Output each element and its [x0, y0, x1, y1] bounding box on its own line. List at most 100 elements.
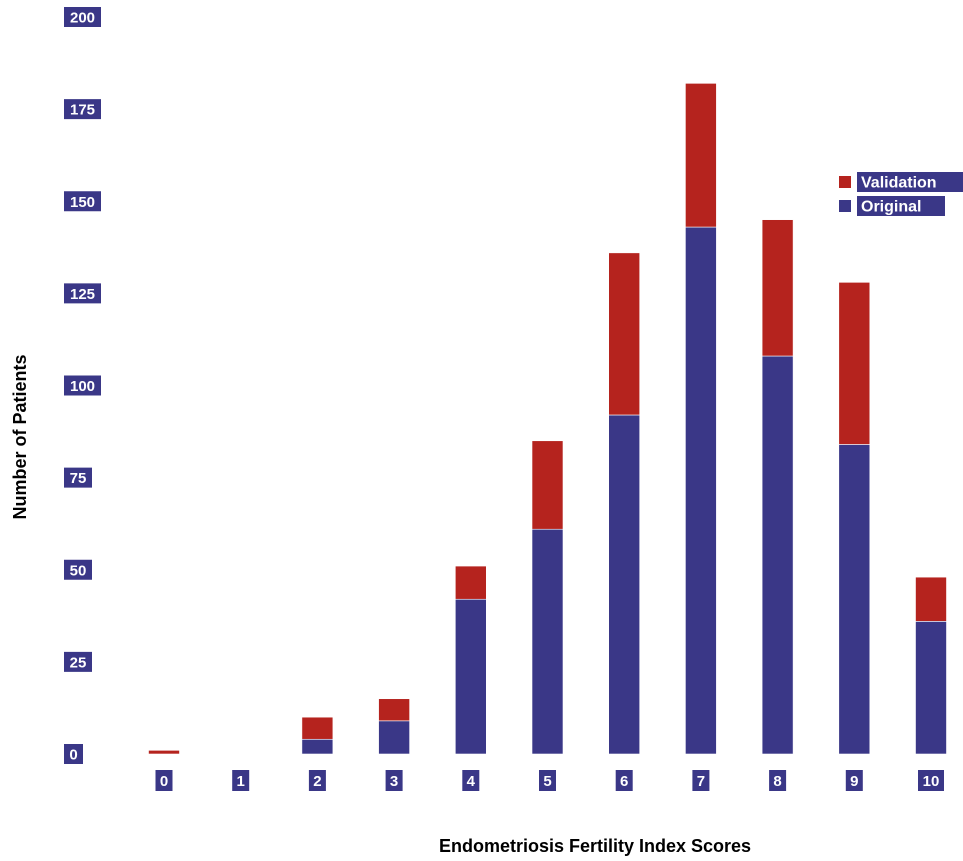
- x-tick-bg: [692, 770, 710, 791]
- x-tick-1: 1: [232, 770, 250, 791]
- x-tick-8: 8: [769, 770, 787, 791]
- y-tick-label: 50: [70, 562, 87, 579]
- bar-group-6: [608, 252, 641, 755]
- y-tick-100: 100: [64, 375, 101, 396]
- bar-validation-8: [761, 219, 794, 357]
- bar-original-5: [531, 528, 564, 755]
- y-tick-bg: [64, 467, 92, 488]
- x-tick-label: 10: [923, 773, 940, 790]
- x-tick-label: 3: [390, 773, 398, 790]
- x-tick-bg: [918, 770, 944, 791]
- bar-original-10: [915, 621, 947, 755]
- legend-item-original: Original: [839, 196, 945, 216]
- x-tick-label: 0: [160, 773, 168, 790]
- x-tick-10: 10: [918, 770, 944, 791]
- x-tick-label: 4: [467, 773, 476, 790]
- y-tick-label: 200: [70, 10, 95, 27]
- bar-group-2: [301, 716, 334, 755]
- legend-label: Validation: [861, 175, 937, 192]
- x-tick-label: 9: [850, 773, 858, 790]
- x-tick-7: 7: [692, 770, 710, 791]
- x-tick-0: 0: [155, 770, 173, 791]
- x-axis-ticks: 0 1 2 3 4 5 6 7 8 9 10: [155, 770, 944, 791]
- x-tick-4: 4: [462, 770, 480, 791]
- bar-validation-6: [608, 252, 641, 416]
- x-tick-label: 7: [697, 773, 705, 790]
- x-tick-label: 2: [313, 773, 321, 790]
- bar-validation-2: [301, 716, 334, 740]
- y-tick-label: 125: [70, 286, 95, 303]
- x-tick-3: 3: [385, 770, 403, 791]
- x-tick-2: 2: [308, 770, 326, 791]
- bar-original-4: [454, 598, 487, 755]
- y-tick-125: 125: [64, 283, 101, 304]
- x-tick-label: 6: [620, 773, 628, 790]
- bar-original-6: [608, 414, 641, 755]
- x-axis-title: Endometriosis Fertility Index Scores: [439, 836, 751, 856]
- y-tick-label: 25: [70, 654, 87, 671]
- bar-group-10: [915, 576, 947, 755]
- bar-validation-10: [915, 576, 947, 622]
- x-tick-bg: [385, 770, 403, 791]
- legend-label-bg: [857, 196, 945, 216]
- bars: [148, 83, 947, 755]
- y-tick-150: 150: [64, 191, 101, 212]
- bar-group-7: [685, 83, 717, 755]
- bar-group-5: [531, 440, 564, 755]
- y-tick-bg: [64, 651, 92, 672]
- y-tick-50: 50: [64, 559, 92, 580]
- bar-validation-9: [838, 282, 871, 445]
- bar-original-8: [761, 355, 794, 755]
- x-tick-bg: [155, 770, 173, 791]
- x-tick-label: 8: [773, 773, 781, 790]
- y-tick-label: 150: [70, 194, 95, 211]
- x-tick-bg: [462, 770, 480, 791]
- y-tick-175: 175: [64, 99, 101, 120]
- y-tick-0: 0: [64, 744, 83, 764]
- y-tick-bg: [64, 99, 101, 120]
- y-tick-bg: [64, 559, 92, 580]
- bar-group-4: [454, 565, 487, 755]
- x-tick-6: 6: [615, 770, 633, 791]
- y-tick-75: 75: [64, 467, 92, 488]
- y-tick-bg: [64, 375, 101, 396]
- y-tick-label: 100: [70, 378, 95, 395]
- bar-group-8: [761, 219, 794, 755]
- y-tick-label: 175: [70, 102, 95, 119]
- bar-validation-4: [454, 565, 487, 600]
- y-axis-title: Number of Patients: [10, 354, 30, 519]
- bar-group-3: [378, 698, 410, 755]
- y-tick-200: 200: [64, 7, 101, 27]
- y-tick-25: 25: [64, 651, 92, 672]
- legend-label: Original: [861, 199, 921, 216]
- legend-item-validation: Validation: [839, 172, 963, 192]
- legend-swatch: [839, 200, 851, 212]
- bar-group-9: [838, 282, 871, 755]
- bar-validation-0: [148, 750, 180, 755]
- legend-swatch: [839, 176, 851, 188]
- y-tick-bg: [64, 744, 83, 764]
- x-tick-bg: [308, 770, 326, 791]
- bar-validation-3: [378, 698, 410, 722]
- x-tick-bg: [539, 770, 556, 791]
- y-tick-bg: [64, 191, 101, 212]
- x-tick-label: 5: [543, 773, 551, 790]
- x-tick-9: 9: [845, 770, 863, 791]
- bar-original-2: [301, 738, 334, 755]
- legend: Validation Original: [839, 172, 963, 216]
- y-tick-bg: [64, 7, 101, 27]
- x-tick-bg: [232, 770, 250, 791]
- bar-validation-5: [531, 440, 564, 530]
- x-tick-bg: [769, 770, 787, 791]
- y-tick-label: 75: [70, 470, 87, 487]
- y-tick-label: 0: [69, 747, 77, 764]
- bar-original-7: [685, 226, 717, 755]
- x-tick-label: 1: [237, 773, 245, 790]
- x-tick-5: 5: [539, 770, 556, 791]
- y-axis-ticks: 0 25 50 75 100 125 150 175 200: [64, 7, 101, 764]
- x-tick-bg: [615, 770, 633, 791]
- legend-label-bg: [857, 172, 963, 192]
- bar-group-0: [148, 750, 180, 755]
- x-tick-bg: [845, 770, 863, 791]
